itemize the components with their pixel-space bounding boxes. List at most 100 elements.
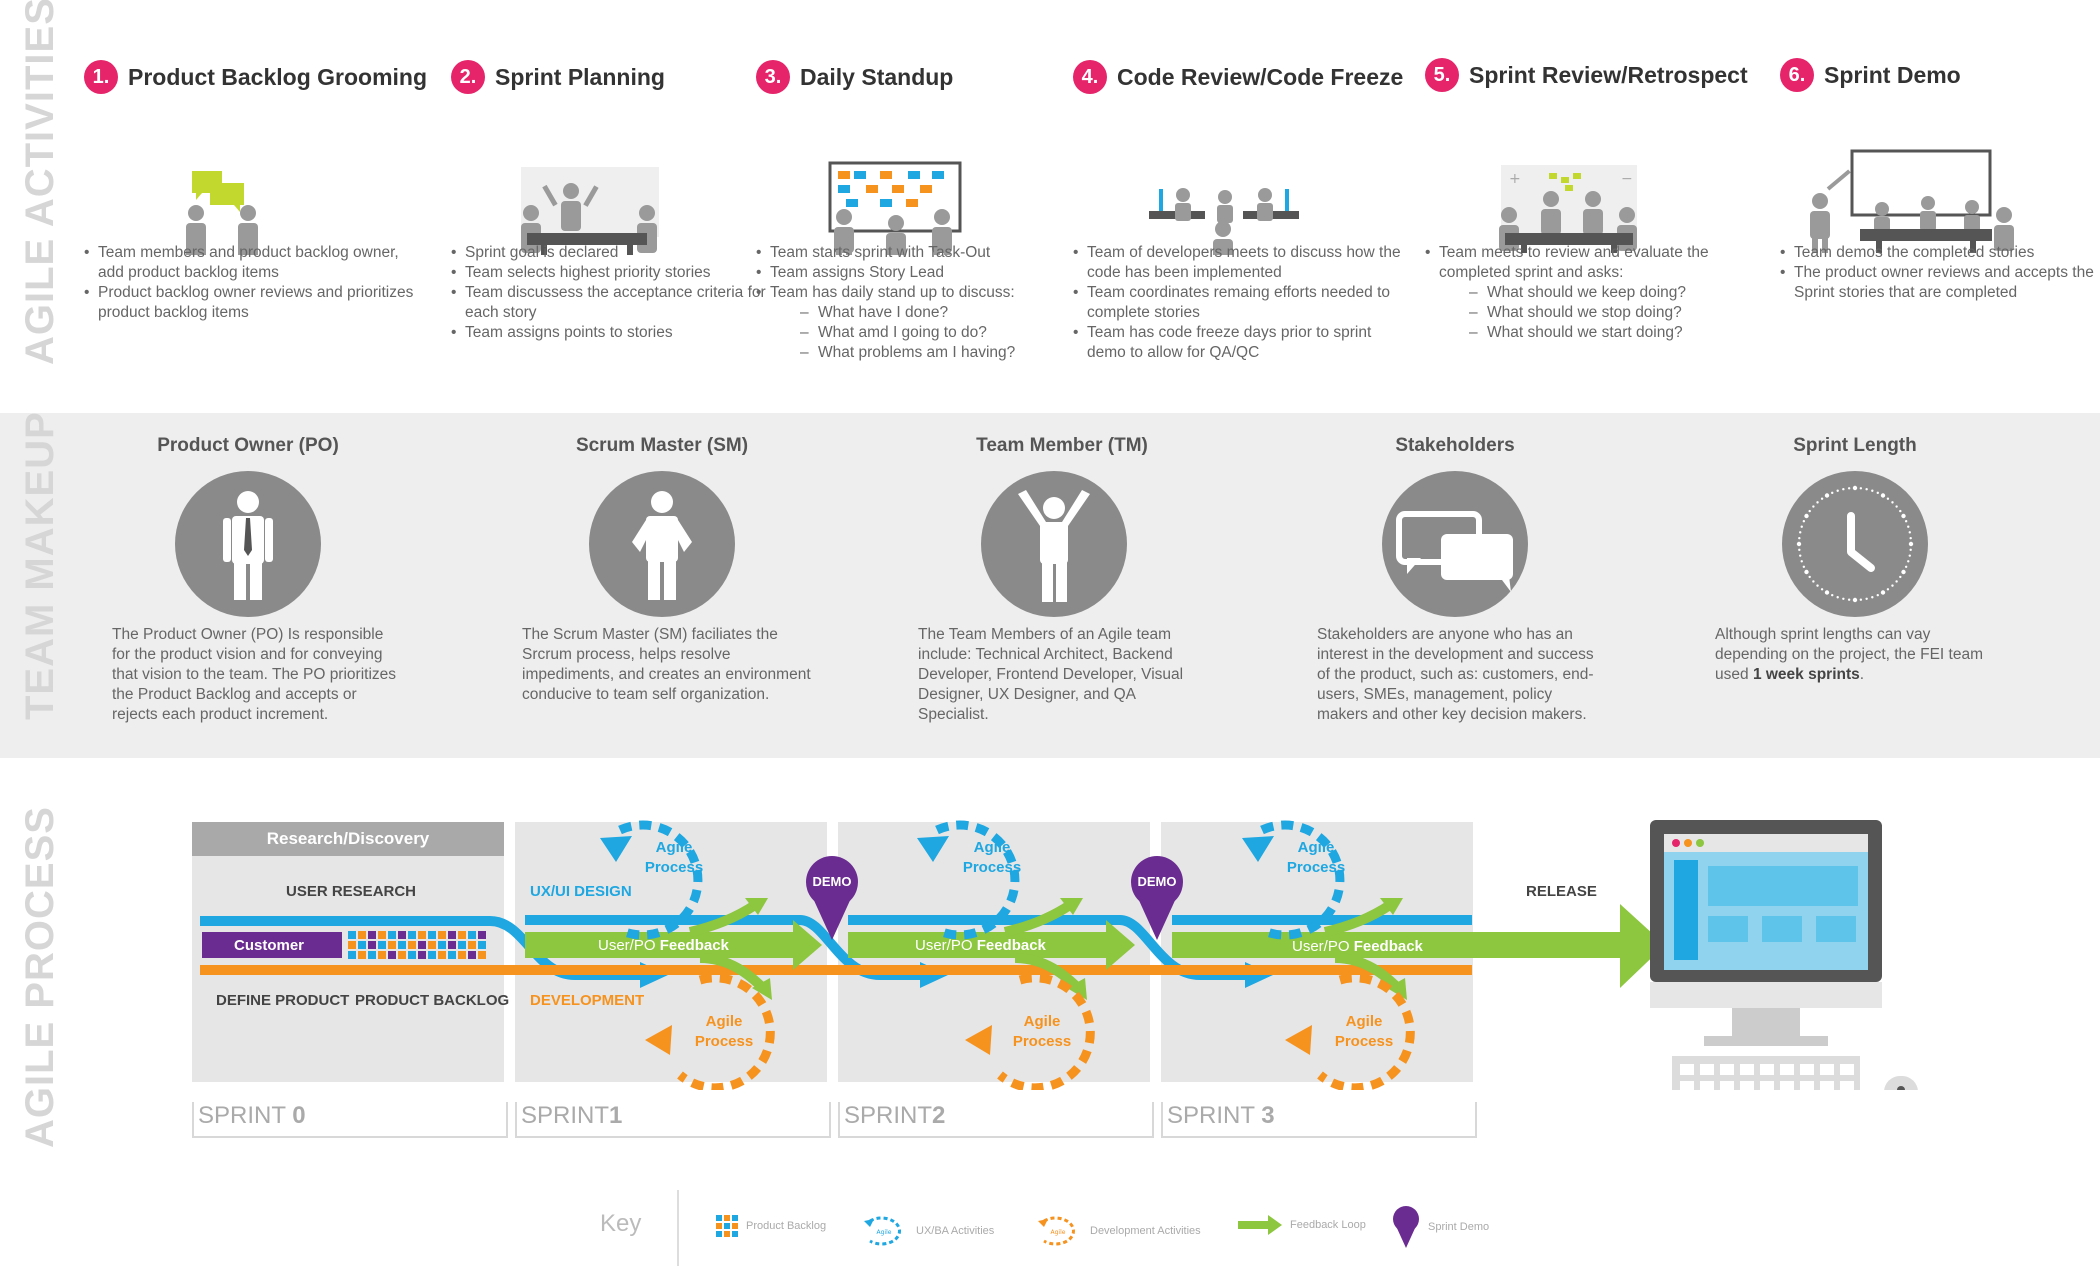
sprint-number: 3: [1261, 1102, 1275, 1129]
role-product-owner: Product Owner (PO) The Product Owner (PO…: [98, 435, 398, 723]
role-title: Sprint Length: [1793, 435, 1917, 456]
key-label: Sprint Demo: [1428, 1221, 1490, 1233]
key-ux-activities: Agile UX/BA Activities: [860, 1215, 994, 1247]
release-arrow-body: [1172, 932, 1620, 958]
ux-cycle: [1260, 820, 1345, 940]
key-label: Development Activities: [1090, 1225, 1201, 1237]
planning-illustration: [521, 167, 659, 255]
demo-illustration: [1810, 149, 2014, 253]
agile-process-ux-2: Agile Process: [962, 839, 1022, 876]
role-sprint-length: Sprint Length Although sprint lengths ca…: [1705, 435, 2005, 683]
feedback-arrow-icon: [1238, 1215, 1282, 1235]
agile-process-dev-3: Agile Process: [1334, 1013, 1394, 1050]
key-label: Feedback Loop: [1290, 1219, 1366, 1231]
bullet: Team assigns Story Lead: [756, 263, 1096, 283]
activity-3: 3. Daily Standup Team starts sprint with …: [756, 60, 1096, 363]
feedback-prefix: User/PO: [915, 937, 973, 954]
feedback-loop-up: [1323, 900, 1393, 937]
activity-5: 5. Sprint Review/Retrospect + − Team meet…: [1425, 58, 1765, 343]
sprint-number: 2: [932, 1102, 946, 1129]
release-label: RELEASE: [1526, 883, 1597, 900]
clock-icon: [1782, 471, 1928, 617]
role-description: The Product Owner (PO) Is responsible fo…: [112, 626, 397, 723]
release-arrowhead: [1620, 904, 1665, 988]
sprint-label: SPRINT: [1167, 1102, 1255, 1129]
product-owner-icon: [175, 471, 321, 617]
bullet: Team starts sprint with Task-Out: [756, 243, 1096, 263]
section-label-team: TEAM MAKEUP: [18, 411, 62, 720]
product-backlog-grid: [348, 931, 486, 959]
scrum-master-icon: [589, 471, 735, 617]
key-label: UX/BA Activities: [916, 1225, 995, 1237]
sprint-1-tab: SPRINT1: [515, 1102, 831, 1138]
bullet: Team demos the completed stories: [1780, 243, 2100, 263]
bullet: Team has code freeze days prior to sprin…: [1073, 323, 1413, 363]
key-divider: [677, 1190, 679, 1266]
activity-4: 4. Code Review/Code Freeze Team of develo…: [1073, 60, 1413, 361]
svg-text:−: −: [1621, 171, 1633, 187]
sub-bullet: What have I done?: [756, 303, 1096, 323]
bullet: Team assigns points to stories: [451, 323, 791, 343]
retrospect-illustration: + −: [1499, 165, 1637, 253]
feedback-word: Feedback: [1353, 938, 1423, 955]
backlog-grid-icon: [716, 1215, 738, 1237]
activity-title: Sprint Planning: [495, 63, 665, 90]
section-label-activities: AGILE ACTIVITIES: [18, 0, 62, 365]
svg-text:+: +: [1509, 171, 1521, 187]
feedback-arrowhead: [793, 920, 822, 970]
svg-text:Agile: Agile: [1051, 1229, 1066, 1236]
sprint-number: 1: [609, 1102, 623, 1129]
development-label: DEVELOPMENT: [530, 992, 645, 1009]
feedback-word: Feedback: [659, 937, 729, 954]
dev-cycle-icon: Agile: [1038, 1216, 1075, 1246]
bullet: Team selects highest priority stories: [451, 263, 791, 283]
activity-6: 6. Sprint Demo Team demos the completed s…: [1780, 58, 2100, 301]
ux-cycle-icon: Agile: [864, 1216, 901, 1246]
standup-illustration: [828, 161, 962, 255]
step-number: 2.: [451, 60, 485, 94]
role-description-bold: 1 week sprints: [1752, 666, 1860, 683]
agile-process-ux-3: Agile Process: [1286, 839, 1346, 876]
activity-title: Product Backlog Grooming: [128, 63, 428, 90]
role-description: Although sprint lengths can vay dependin…: [1715, 625, 2005, 685]
key-label: Product Backlog: [746, 1220, 827, 1232]
bullet: Sprint goal is declared: [451, 243, 791, 263]
demo-label-2: DEMO: [1137, 874, 1177, 889]
customer-bar: [202, 932, 342, 958]
bullet: Product backlog owner reviews and priori…: [84, 283, 424, 323]
sprint-number: 0: [292, 1102, 306, 1129]
demo-pin-2: [1131, 856, 1183, 940]
feedback-prefix: User/PO: [1292, 938, 1350, 955]
step-number: 6.: [1780, 58, 1814, 92]
role-description-text: Although sprint lengths can vay dependin…: [1715, 626, 1983, 683]
agile-process-dev-2: Agile Process: [1012, 1013, 1072, 1050]
bullet: Team of developers meets to discuss how …: [1073, 243, 1413, 283]
demo-pin-icon: [1393, 1206, 1419, 1248]
feedback-arrow-body: [848, 932, 1106, 958]
bullet: The product owner reviews and accepts th…: [1780, 263, 2100, 303]
role-description: The Team Members of an Agile team includ…: [918, 626, 1184, 723]
activity-2: 2. Sprint Planning Sprint goal is declare…: [451, 60, 791, 343]
team-member-icon: [981, 471, 1127, 617]
bullet: Team members and product backlog owner, …: [84, 243, 424, 283]
role-title: Team Member (TM): [976, 435, 1148, 456]
define-product-label: DEFINE PRODUCT: [216, 992, 350, 1009]
feedback-arrowhead: [1106, 920, 1135, 970]
key-development-activities: Agile Development Activities: [1034, 1215, 1201, 1247]
step-number: 3.: [756, 60, 790, 94]
sprint-label: SPRINT: [521, 1102, 610, 1129]
chat-bubbles-icon: [1382, 471, 1528, 617]
bullet: Team has daily stand up to discuss:: [756, 283, 1096, 303]
role-description-end: .: [1859, 666, 1865, 683]
feedback-label-1: User/PO Feedback: [598, 937, 729, 954]
sprint-0-tab: SPRINT 0: [192, 1102, 508, 1138]
demo-pin-1: [806, 856, 858, 940]
sub-bullet: What should we start doing?: [1425, 323, 1765, 343]
role-title: Scrum Master (SM): [575, 435, 749, 456]
product-backlog-label: PRODUCT BACKLOG: [355, 992, 510, 1009]
code-review-illustration: [1149, 188, 1299, 255]
feedback-label-2: User/PO Feedback: [915, 937, 1046, 954]
role-team-member: Team Member (TM) The Team Members of an …: [912, 435, 1212, 723]
feedback-loop-up: [688, 900, 758, 937]
key-sprint-demo: Sprint Demo: [1392, 1206, 1489, 1248]
